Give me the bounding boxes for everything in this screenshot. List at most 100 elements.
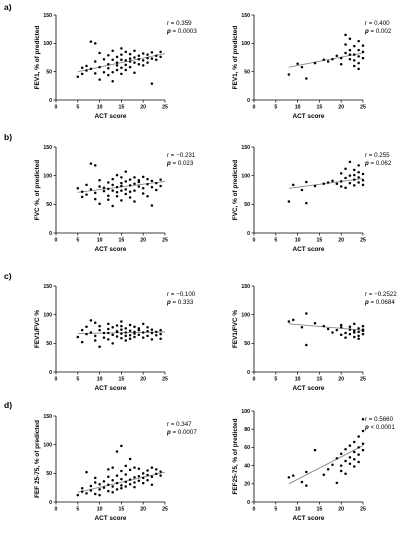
data-point — [339, 56, 343, 60]
data-point — [339, 326, 343, 329]
data-point — [331, 179, 334, 183]
x-tick-label: 10 — [295, 507, 301, 513]
x-axis-label: ACT score — [95, 246, 127, 253]
data-point — [111, 189, 114, 192]
data-point — [80, 72, 84, 76]
x-tick-label: 20 — [140, 238, 146, 244]
data-point — [348, 181, 352, 185]
data-point — [107, 331, 110, 335]
data-point — [98, 202, 101, 206]
data-point — [124, 473, 128, 476]
data-point — [128, 178, 132, 181]
data-point — [137, 479, 141, 483]
data-point — [353, 335, 356, 339]
data-point — [357, 460, 360, 464]
data-point — [89, 162, 93, 165]
data-point — [305, 484, 308, 487]
y-axis-label: FEF25-75, % of predicted — [232, 418, 239, 494]
y-tick-label: 20 — [244, 482, 250, 488]
y-tick-label: 100 — [241, 312, 250, 318]
data-point — [124, 50, 128, 54]
data-point — [150, 82, 154, 85]
data-point — [128, 184, 132, 187]
data-point — [348, 160, 352, 164]
data-point — [344, 43, 347, 46]
x-tick-label: 15 — [119, 105, 125, 111]
data-point — [111, 80, 114, 83]
x-tick-label: 10 — [295, 377, 301, 383]
data-point — [361, 183, 365, 187]
data-point — [115, 488, 119, 491]
data-point — [98, 488, 101, 491]
data-point — [93, 334, 97, 338]
data-point — [137, 328, 141, 332]
data-point — [93, 492, 97, 496]
data-point — [124, 480, 128, 484]
data-point — [141, 472, 145, 475]
data-point — [155, 181, 158, 185]
y-tick-label: 50 — [46, 471, 52, 477]
y-tick-label: 150 — [43, 414, 52, 420]
data-point — [339, 452, 343, 456]
data-point — [93, 72, 97, 75]
x-axis-label: ACT score — [293, 113, 325, 120]
y-tick-label: 100 — [43, 41, 52, 47]
data-point — [76, 335, 80, 339]
data-point — [98, 179, 101, 182]
data-point — [146, 183, 149, 186]
data-point — [326, 327, 330, 331]
panel-label-c: c) — [4, 271, 12, 281]
x-tick-label: 0 — [55, 507, 58, 513]
data-point — [85, 332, 88, 336]
x-tick-label: 5 — [76, 507, 79, 513]
y-tick-label: 150 — [241, 145, 250, 151]
data-point — [133, 335, 136, 339]
data-point — [141, 192, 145, 195]
x-tick-label: 20 — [140, 105, 146, 111]
x-axis-label: ACT score — [95, 113, 127, 120]
data-point — [305, 470, 308, 474]
data-point — [107, 483, 110, 487]
y-tick-label: 150 — [43, 284, 52, 290]
data-point — [115, 481, 119, 485]
data-point — [361, 50, 365, 54]
data-point — [124, 63, 128, 67]
data-point — [344, 331, 347, 335]
data-point — [128, 329, 132, 332]
x-tick-label: 20 — [338, 105, 344, 111]
x-tick-label: 25 — [360, 507, 366, 513]
data-point — [313, 448, 317, 452]
data-point — [357, 39, 360, 43]
data-point — [93, 339, 97, 342]
x-tick-label: 10 — [295, 238, 301, 244]
data-point — [335, 182, 339, 185]
data-point — [80, 66, 84, 69]
data-point — [344, 336, 347, 339]
data-point — [102, 189, 106, 193]
data-point — [120, 184, 123, 188]
y-axis-label: FEV1, % of predicted — [232, 26, 239, 90]
data-point — [357, 330, 360, 334]
data-point — [120, 484, 123, 487]
x-tick-label: 25 — [162, 105, 168, 111]
data-point — [98, 324, 101, 328]
y-tick-label: 0 — [247, 370, 250, 376]
data-point — [155, 330, 158, 334]
data-point — [115, 173, 119, 177]
data-point — [313, 184, 317, 188]
data-point — [141, 336, 145, 339]
data-point — [115, 195, 119, 198]
correlation-r-label: r = 0.5660 — [365, 416, 394, 423]
data-point — [124, 68, 128, 72]
y-tick-label: 100 — [43, 442, 52, 448]
data-point — [137, 327, 141, 330]
x-tick-label: 10 — [97, 105, 103, 111]
data-point — [137, 54, 141, 58]
data-point — [120, 469, 123, 473]
data-point — [128, 323, 132, 327]
y-axis-label: FEF 25-75, % of predicted — [34, 420, 41, 498]
y-tick-label: 100 — [241, 173, 250, 179]
data-point — [133, 325, 136, 328]
data-point — [353, 64, 356, 68]
